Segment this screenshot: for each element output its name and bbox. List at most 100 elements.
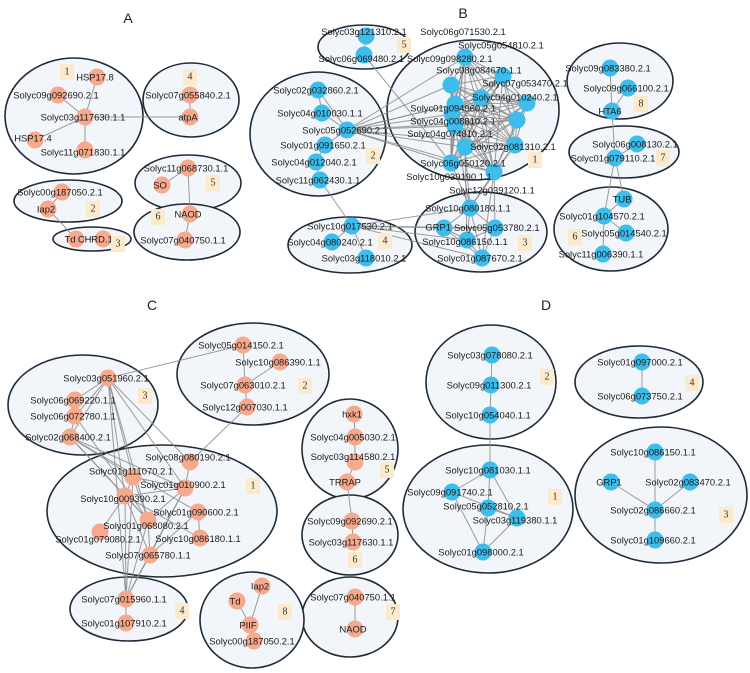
gene-node[interactable] [473, 249, 491, 267]
gene-node[interactable] [681, 473, 699, 491]
gene-node[interactable] [442, 154, 460, 172]
gene-node[interactable] [271, 353, 289, 371]
gene-node[interactable] [343, 217, 361, 235]
gene-node[interactable] [61, 428, 79, 446]
gene-node[interactable] [323, 233, 341, 251]
gene-node[interactable] [189, 503, 207, 521]
gene-node[interactable] [176, 231, 194, 249]
gene-node[interactable] [594, 245, 612, 263]
gene-node[interactable] [456, 138, 474, 156]
gene-node[interactable] [485, 163, 503, 181]
gene-node[interactable] [615, 190, 633, 208]
gene-node[interactable] [646, 531, 664, 549]
gene-node[interactable] [153, 176, 171, 194]
gene-node[interactable] [481, 406, 499, 424]
gene-node[interactable] [236, 376, 254, 394]
gene-node[interactable] [66, 407, 84, 425]
gene-node[interactable] [479, 499, 497, 517]
gene-node[interactable] [94, 230, 112, 248]
gene-node[interactable] [99, 369, 117, 387]
gene-node[interactable] [508, 111, 526, 129]
gene-node[interactable] [633, 353, 651, 371]
gene-node[interactable] [181, 205, 199, 223]
gene-node[interactable] [474, 543, 492, 561]
gene-node[interactable] [344, 533, 362, 551]
gene-node[interactable] [442, 76, 460, 94]
gene-node[interactable] [619, 79, 637, 97]
gene-node[interactable] [346, 620, 364, 638]
gene-node[interactable] [39, 200, 57, 218]
gene-node[interactable] [338, 121, 356, 139]
gene-node[interactable] [49, 86, 67, 104]
gene-node[interactable] [117, 614, 135, 632]
gene-node[interactable] [508, 509, 526, 527]
gene-node[interactable] [116, 487, 134, 505]
gene-node[interactable] [506, 136, 524, 154]
gene-node[interactable] [228, 592, 246, 610]
gene-node[interactable] [124, 468, 142, 486]
gene-node[interactable] [601, 59, 619, 77]
gene-label: Solyc01g094960.2.1 [410, 103, 496, 114]
gene-node[interactable] [176, 479, 194, 497]
gene-node[interactable] [88, 68, 106, 86]
gene-node[interactable] [355, 46, 373, 64]
gene-node[interactable] [181, 453, 199, 471]
gene-node[interactable] [139, 511, 157, 529]
gene-node[interactable] [483, 346, 501, 364]
gene-node[interactable] [253, 577, 271, 595]
gene-node[interactable] [617, 224, 635, 242]
gene-node[interactable] [191, 529, 209, 547]
gene-node[interactable] [435, 219, 453, 237]
cluster-number: 4 [383, 236, 388, 247]
gene-node[interactable] [181, 86, 199, 104]
gene-node[interactable] [472, 89, 490, 107]
gene-node[interactable] [117, 590, 135, 608]
gene-node[interactable] [646, 443, 664, 461]
gene-node[interactable] [238, 398, 256, 416]
gene-node[interactable] [241, 616, 259, 634]
gene-node[interactable] [343, 512, 361, 530]
gene-node[interactable] [76, 141, 94, 159]
gene-node[interactable] [443, 483, 461, 501]
gene-node[interactable] [67, 230, 85, 248]
gene-node[interactable] [518, 94, 536, 112]
gene-node[interactable] [606, 149, 624, 167]
gene-node[interactable] [595, 207, 613, 225]
gene-node[interactable] [494, 67, 512, 85]
gene-node[interactable] [309, 81, 327, 99]
gene-node[interactable] [346, 428, 364, 446]
gene-node[interactable] [602, 473, 620, 491]
gene-node[interactable] [338, 473, 356, 491]
gene-node[interactable] [91, 523, 109, 541]
gene-node[interactable] [141, 546, 159, 564]
gene-node[interactable] [76, 108, 94, 126]
gene-node[interactable] [245, 632, 263, 650]
gene-node[interactable] [179, 159, 197, 177]
gene-node[interactable] [461, 199, 479, 217]
gene-node[interactable] [26, 131, 44, 149]
gene-node[interactable] [646, 501, 664, 519]
gene-node[interactable] [234, 336, 252, 354]
gene-node[interactable] [486, 219, 504, 237]
gene-node[interactable] [346, 588, 364, 606]
cluster-number-box [378, 233, 392, 249]
gene-node[interactable] [181, 108, 199, 126]
gene-node[interactable] [313, 104, 331, 122]
gene-node[interactable] [446, 117, 464, 135]
gene-node[interactable] [311, 171, 329, 189]
gene-node[interactable] [357, 27, 375, 45]
gene-node[interactable] [346, 453, 364, 471]
gene-node[interactable] [482, 376, 500, 394]
gene-node[interactable] [628, 135, 646, 153]
gene-node[interactable] [456, 48, 474, 66]
gene-node[interactable] [307, 153, 325, 171]
gene-node[interactable] [316, 136, 334, 154]
gene-node[interactable] [53, 183, 71, 201]
gene-node[interactable] [458, 231, 476, 249]
gene-node[interactable] [357, 249, 375, 267]
gene-node[interactable] [66, 391, 84, 409]
gene-node[interactable] [633, 387, 651, 405]
gene-node[interactable] [481, 461, 499, 479]
gene-node[interactable] [345, 405, 363, 423]
gene-node[interactable] [603, 102, 621, 120]
